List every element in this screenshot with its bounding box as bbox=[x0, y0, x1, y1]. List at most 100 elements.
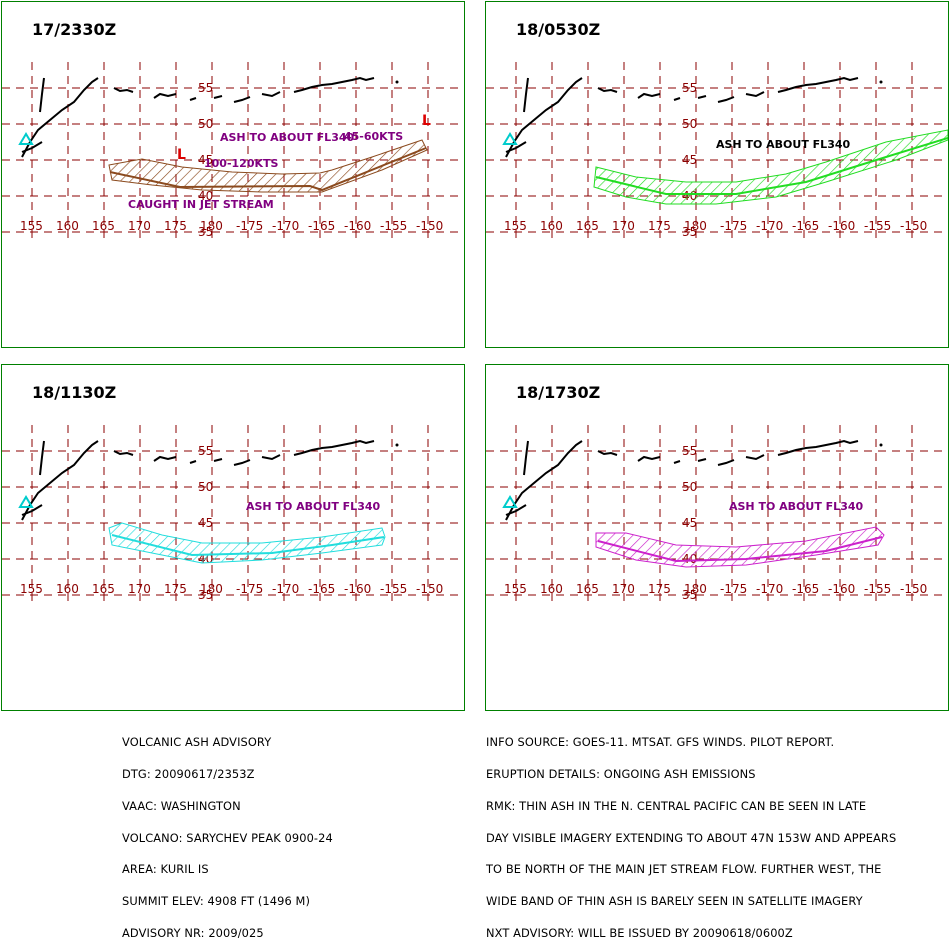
advisory-line: VOLCANIC ASH ADVISORY bbox=[122, 735, 272, 750]
longitude-label: 160 bbox=[540, 582, 563, 596]
longitude-label: 155 bbox=[20, 219, 43, 233]
longitude-label: 165 bbox=[576, 219, 599, 233]
advisory-line: TO BE NORTH OF THE MAIN JET STREAM FLOW.… bbox=[486, 862, 882, 877]
latitude-label: 45 bbox=[198, 153, 213, 167]
longitude-label: -175 bbox=[236, 582, 263, 596]
coastline-segment bbox=[697, 458, 707, 462]
coastline-segment bbox=[153, 455, 177, 462]
coastline-segment bbox=[213, 458, 223, 462]
coastline-segment bbox=[505, 440, 583, 521]
lat-lon-grid: 5550454035155160165170175180-175-170-165… bbox=[486, 425, 948, 605]
latitude-label: 50 bbox=[682, 480, 697, 494]
coastline-segment bbox=[293, 76, 375, 93]
longitude-label: 165 bbox=[576, 582, 599, 596]
island-dot bbox=[879, 80, 883, 84]
coastline-segment bbox=[505, 77, 583, 158]
ash-cloud-polygon bbox=[595, 526, 885, 568]
longitude-label: -165 bbox=[792, 582, 819, 596]
longitude-label: -160 bbox=[828, 582, 855, 596]
advisory-line: ADVISORY NR: 2009/025 bbox=[122, 925, 264, 940]
longitude-label: 170 bbox=[128, 582, 151, 596]
longitude-label: -150 bbox=[416, 219, 443, 233]
coastline-segment bbox=[293, 439, 375, 456]
coastline-segment bbox=[717, 459, 735, 466]
longitude-label: -150 bbox=[900, 582, 927, 596]
longitude-label: -165 bbox=[792, 219, 819, 233]
coastline-segment bbox=[777, 439, 859, 456]
map-svg: 5550454035155160165170175180-175-170-165… bbox=[2, 425, 464, 605]
panel-title: 18/0530Z bbox=[516, 20, 601, 39]
longitude-label: 165 bbox=[92, 219, 115, 233]
jet-stream-label: CAUGHT IN JET STREAM bbox=[128, 198, 274, 211]
coastline-segment bbox=[189, 97, 197, 101]
latitude-label: 35 bbox=[198, 588, 213, 602]
longitude-label: 160 bbox=[56, 582, 79, 596]
coastline-segment bbox=[113, 450, 134, 456]
low-marker: L bbox=[177, 147, 186, 163]
panel-title: 18/1730Z bbox=[516, 383, 601, 402]
advisory-line: ERUPTION DETAILS: ONGOING ASH EMISSIONS bbox=[486, 766, 756, 781]
wind-label: 100-120KTS bbox=[204, 157, 279, 170]
coastline bbox=[502, 76, 883, 158]
longitude-label: -155 bbox=[380, 582, 407, 596]
latitude-label: 50 bbox=[198, 480, 213, 494]
advisory-line: DTG: 20090617/2353Z bbox=[122, 766, 255, 781]
longitude-label: -170 bbox=[272, 219, 299, 233]
coastline-segment bbox=[21, 440, 99, 521]
coastline bbox=[18, 76, 399, 158]
coastline-segment bbox=[673, 460, 681, 464]
coastline-segment bbox=[637, 92, 661, 99]
coastline-segment bbox=[745, 454, 765, 461]
map-svg: 5550454035155160165170175180-175-170-165… bbox=[486, 425, 948, 605]
advisory-line: RMK: THIN ASH IN THE N. CENTRAL PACIFIC … bbox=[486, 798, 867, 813]
longitude-label: 170 bbox=[128, 219, 151, 233]
coastline-segment bbox=[745, 91, 765, 98]
longitude-label: -155 bbox=[864, 582, 891, 596]
coastline-segment bbox=[21, 504, 43, 516]
latitude-label: 55 bbox=[682, 81, 697, 95]
coastline-segment bbox=[597, 450, 618, 456]
panel-title: 18/1130Z bbox=[32, 383, 117, 402]
latitude-label: 50 bbox=[198, 117, 213, 131]
island-dot bbox=[879, 443, 883, 447]
longitude-label: -155 bbox=[380, 219, 407, 233]
longitude-label: -150 bbox=[416, 582, 443, 596]
ash-cloud-polygon bbox=[593, 129, 948, 205]
map-panel-2: 18/0530Z 5550454035155160165170175180-17… bbox=[485, 1, 949, 348]
longitude-label: 165 bbox=[92, 582, 115, 596]
longitude-label: 155 bbox=[504, 219, 527, 233]
latitude-label: 45 bbox=[682, 516, 697, 530]
latitude-label: 45 bbox=[682, 153, 697, 167]
coastline-segment bbox=[189, 460, 197, 464]
longitude-label: -175 bbox=[720, 582, 747, 596]
advisory-line: SUMMIT ELEV: 4908 FT (1496 M) bbox=[122, 894, 310, 909]
coastline-segment bbox=[113, 87, 134, 93]
island-dot bbox=[395, 443, 399, 447]
ash-label: ASH TO ABOUT FL340 bbox=[729, 500, 864, 513]
coastline-segment bbox=[697, 95, 707, 99]
longitude-label: 160 bbox=[56, 219, 79, 233]
longitude-label: -155 bbox=[864, 219, 891, 233]
advisory-line: DAY VISIBLE IMAGERY EXTENDING TO ABOUT 4… bbox=[486, 830, 897, 845]
advisory-remarks-text: INFO SOURCE: GOES-11. MTSAT. GFS WINDS. … bbox=[486, 716, 896, 949]
coastline-segment bbox=[261, 454, 281, 461]
latitude-label: 35 bbox=[682, 225, 697, 239]
advisory-line: INFO SOURCE: GOES-11. MTSAT. GFS WINDS. … bbox=[486, 735, 835, 750]
coastline-segment bbox=[213, 95, 223, 99]
coastline-segment bbox=[21, 141, 43, 153]
longitude-label: -165 bbox=[308, 582, 335, 596]
panel-title: 17/2330Z bbox=[32, 20, 117, 39]
latitude-label: 55 bbox=[198, 81, 213, 95]
longitude-label: 155 bbox=[20, 582, 43, 596]
map-panel-1: 17/2330Z 55 50 45 40 35 155 160 165 170 175 180 -17… bbox=[1, 1, 465, 348]
longitude-label: -175 bbox=[236, 219, 263, 233]
advisory-line: AREA: KURIL IS bbox=[122, 862, 209, 877]
advisory-line: VOLCANO: SARYCHEV PEAK 0900-24 bbox=[122, 830, 333, 845]
longitude-label: -175 bbox=[720, 219, 747, 233]
coastline-segment bbox=[673, 97, 681, 101]
longitude-label: -160 bbox=[828, 219, 855, 233]
longitude-label: 160 bbox=[540, 219, 563, 233]
coastline-segment bbox=[777, 76, 859, 93]
longitude-label: 175 bbox=[648, 582, 671, 596]
longitude-label: -160 bbox=[344, 219, 371, 233]
